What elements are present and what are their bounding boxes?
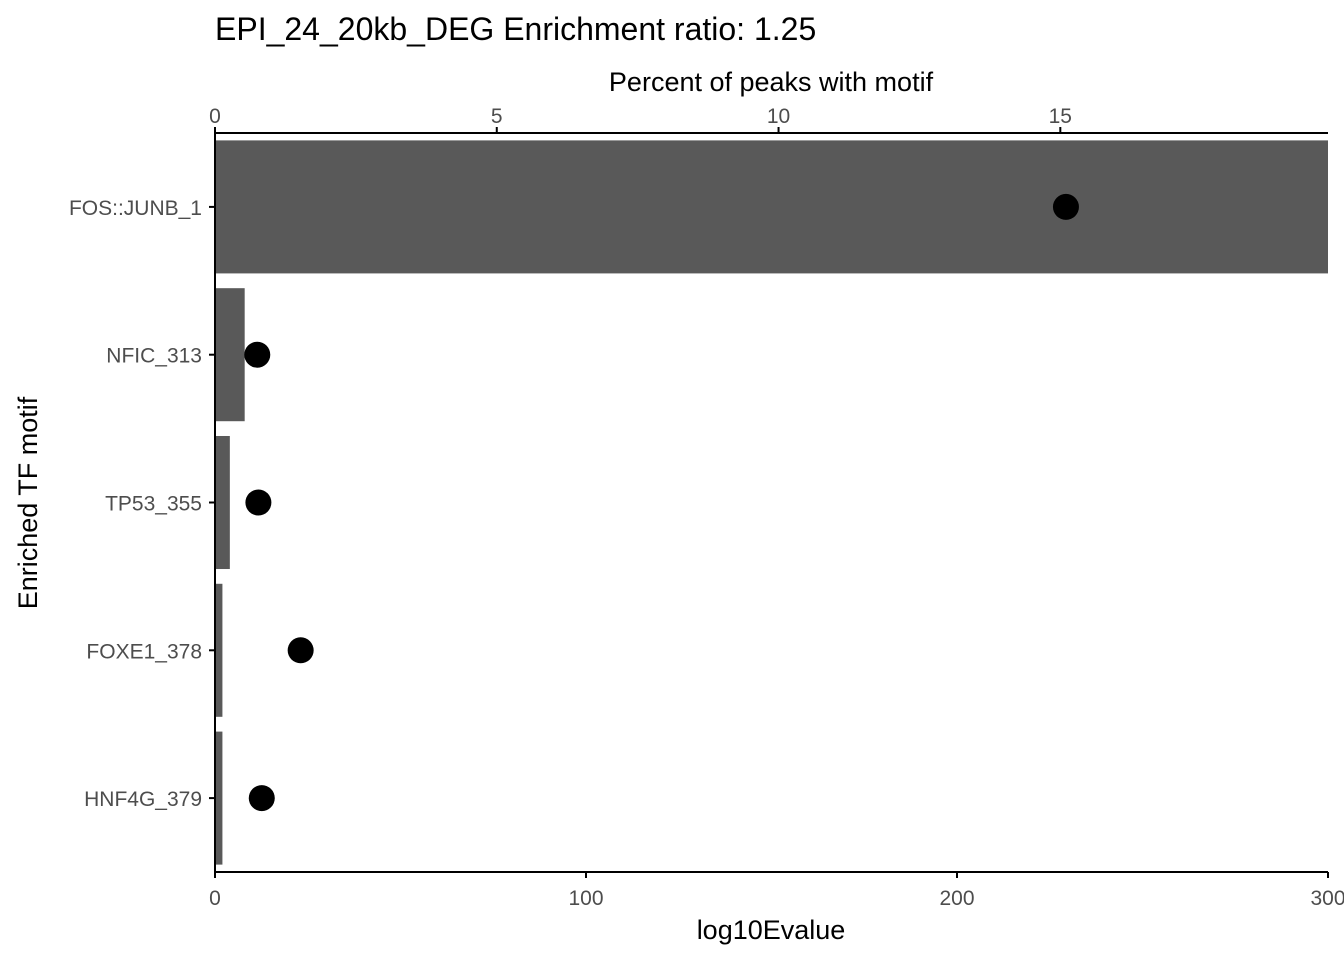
y-axis-title: Enriched TF motif <box>13 396 43 609</box>
top-tick-label-1: 0 <box>209 105 221 128</box>
x-tick-label-3: 200 <box>939 887 974 910</box>
top-tick-label-4: 15 <box>1049 105 1072 128</box>
y-tick-label-1: FOS::JUNB_1 <box>69 197 202 220</box>
top-tick-label-3: 10 <box>767 105 790 128</box>
bar-4 <box>215 583 223 717</box>
top-axis-title: Percent of peaks with motif <box>609 67 934 97</box>
y-tick-label-2: NFIC_313 <box>106 345 202 368</box>
point-3 <box>245 489 272 516</box>
x-tick-label-4: 300 <box>1310 887 1344 910</box>
top-tick-label-2: 5 <box>491 105 503 128</box>
y-tick-label-4: FOXE1_378 <box>86 640 202 663</box>
point-5 <box>248 785 275 812</box>
bar-3 <box>215 435 230 570</box>
point-2 <box>244 341 271 368</box>
bar-2 <box>215 288 245 422</box>
x-tick-label-1: 0 <box>209 887 221 910</box>
point-1 <box>1052 193 1079 220</box>
x-tick-label-2: 100 <box>568 887 603 910</box>
bar-5 <box>215 731 223 865</box>
y-tick-label-5: HNF4G_379 <box>84 788 202 811</box>
bar-1 <box>215 140 1328 274</box>
point-4 <box>287 637 314 664</box>
x-axis-title: log10Evalue <box>697 915 846 945</box>
chart-title: EPI_24_20kb_DEG Enrichment ratio: 1.25 <box>215 11 816 47</box>
y-tick-label-3: TP53_355 <box>105 493 202 516</box>
